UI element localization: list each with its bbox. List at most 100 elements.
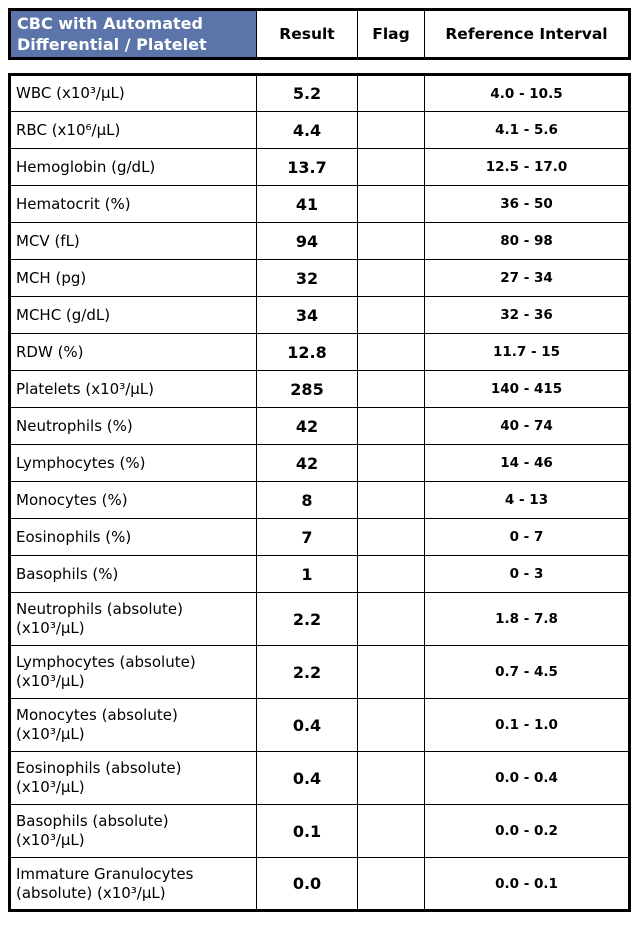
- table-row: MCHC (g/dL) 34 32 - 36: [9, 296, 630, 334]
- reference-interval-cell: 14 - 46: [424, 444, 630, 482]
- reference-interval-cell: 0.0 - 0.4: [424, 751, 630, 805]
- reference-interval-cell: 0 - 7: [424, 518, 630, 556]
- test-name-cell: RDW (%): [9, 333, 257, 371]
- result-value-cell: 0.4: [256, 698, 358, 752]
- flag-cell: [357, 259, 425, 297]
- reference-interval-cell: 0.0 - 0.2: [424, 804, 630, 858]
- table-row: Hemoglobin (g/dL) 13.7 12.5 - 17.0: [9, 148, 630, 186]
- table-row: Platelets (x10³/µL) 285 140 - 415: [9, 370, 630, 408]
- reference-interval-cell: 12.5 - 17.0: [424, 148, 630, 186]
- test-name-cell: Hematocrit (%): [9, 185, 257, 223]
- table-row: Lymphocytes (absolute) (x10³/µL) 2.2 0.7…: [9, 645, 630, 699]
- reference-interval-cell: 80 - 98: [424, 222, 630, 260]
- reference-interval-cell: 0.1 - 1.0: [424, 698, 630, 752]
- flag-cell: [357, 857, 425, 911]
- test-name-cell: WBC (x10³/µL): [9, 74, 257, 112]
- test-name-cell: Neutrophils (absolute) (x10³/µL): [9, 592, 257, 646]
- result-value-cell: 1: [256, 555, 358, 593]
- flag-cell: [357, 185, 425, 223]
- result-value-cell: 0.1: [256, 804, 358, 858]
- test-name-cell: Platelets (x10³/µL): [9, 370, 257, 408]
- table-row: Neutrophils (%) 42 40 - 74: [9, 407, 630, 445]
- test-name-cell: Neutrophils (%): [9, 407, 257, 445]
- flag-cell: [357, 370, 425, 408]
- reference-interval-cell: 27 - 34: [424, 259, 630, 297]
- test-name-cell: Eosinophils (absolute) (x10³/µL): [9, 751, 257, 805]
- test-name-cell: Immature Granulocytes (absolute) (x10³/µ…: [9, 857, 257, 911]
- flag-cell: [357, 645, 425, 699]
- flag-cell: [357, 111, 425, 149]
- table-row: Monocytes (%) 8 4 - 13: [9, 481, 630, 519]
- result-value-cell: 2.2: [256, 592, 358, 646]
- reference-interval-cell: 32 - 36: [424, 296, 630, 334]
- reference-interval-cell: 0.7 - 4.5: [424, 645, 630, 699]
- result-value-cell: 42: [256, 407, 358, 445]
- column-header-flag: Flag: [357, 9, 425, 59]
- test-name-cell: MCHC (g/dL): [9, 296, 257, 334]
- flag-cell: [357, 518, 425, 556]
- flag-cell: [357, 407, 425, 445]
- table-row: Hematocrit (%) 41 36 - 50: [9, 185, 630, 223]
- table-row: Monocytes (absolute) (x10³/µL) 0.4 0.1 -…: [9, 698, 630, 752]
- table-row: MCH (pg) 32 27 - 34: [9, 259, 630, 297]
- table-row: MCV (fL) 94 80 - 98: [9, 222, 630, 260]
- test-name-cell: MCH (pg): [9, 259, 257, 297]
- column-header-reference-interval: Reference Interval: [424, 9, 630, 59]
- table-row: RBC (x10⁶/µL) 4.4 4.1 - 5.6: [9, 111, 630, 149]
- test-name-cell: RBC (x10⁶/µL): [9, 111, 257, 149]
- table-row: Lymphocytes (%) 42 14 - 46: [9, 444, 630, 482]
- header-row: CBC with Automated Differential / Platel…: [9, 9, 630, 59]
- flag-cell: [357, 333, 425, 371]
- table-row: Neutrophils (absolute) (x10³/µL) 2.2 1.8…: [9, 592, 630, 646]
- test-name-cell: Monocytes (%): [9, 481, 257, 519]
- result-value-cell: 7: [256, 518, 358, 556]
- flag-cell: [357, 296, 425, 334]
- flag-cell: [357, 148, 425, 186]
- panel-title: CBC with Automated Differential / Platel…: [9, 9, 257, 59]
- test-name-cell: Lymphocytes (absolute) (x10³/µL): [9, 645, 257, 699]
- table-row: Basophils (absolute) (x10³/µL) 0.1 0.0 -…: [9, 804, 630, 858]
- result-value-cell: 94: [256, 222, 358, 260]
- reference-interval-cell: 4.0 - 10.5: [424, 74, 630, 112]
- result-value-cell: 42: [256, 444, 358, 482]
- test-name-cell: Basophils (%): [9, 555, 257, 593]
- reference-interval-cell: 1.8 - 7.8: [424, 592, 630, 646]
- table-row: Eosinophils (%) 7 0 - 7: [9, 518, 630, 556]
- table-row: Eosinophils (absolute) (x10³/µL) 0.4 0.0…: [9, 751, 630, 805]
- result-value-cell: 13.7: [256, 148, 358, 186]
- result-value-cell: 2.2: [256, 645, 358, 699]
- results-table-body: WBC (x10³/µL) 5.2 4.0 - 10.5 RBC (x10⁶/µ…: [9, 74, 630, 911]
- reference-interval-cell: 40 - 74: [424, 407, 630, 445]
- test-name-cell: Hemoglobin (g/dL): [9, 148, 257, 186]
- result-value-cell: 41: [256, 185, 358, 223]
- reference-interval-cell: 36 - 50: [424, 185, 630, 223]
- test-name-cell: Lymphocytes (%): [9, 444, 257, 482]
- table-row: Basophils (%) 1 0 - 3: [9, 555, 630, 593]
- column-header-result: Result: [256, 9, 358, 59]
- result-value-cell: 12.8: [256, 333, 358, 371]
- reference-interval-cell: 4.1 - 5.6: [424, 111, 630, 149]
- flag-cell: [357, 804, 425, 858]
- reference-interval-cell: 11.7 - 15: [424, 333, 630, 371]
- flag-cell: [357, 74, 425, 112]
- reference-interval-cell: 0.0 - 0.1: [424, 857, 630, 911]
- table-row: RDW (%) 12.8 11.7 - 15: [9, 333, 630, 371]
- test-name-cell: MCV (fL): [9, 222, 257, 260]
- flag-cell: [357, 698, 425, 752]
- test-name-cell: Basophils (absolute) (x10³/µL): [9, 804, 257, 858]
- reference-interval-cell: 0 - 3: [424, 555, 630, 593]
- result-value-cell: 5.2: [256, 74, 358, 112]
- result-value-cell: 34: [256, 296, 358, 334]
- test-name-cell: Eosinophils (%): [9, 518, 257, 556]
- reference-interval-cell: 4 - 13: [424, 481, 630, 519]
- flag-cell: [357, 555, 425, 593]
- flag-cell: [357, 481, 425, 519]
- result-value-cell: 32: [256, 259, 358, 297]
- cbc-results-table: WBC (x10³/µL) 5.2 4.0 - 10.5 RBC (x10⁶/µ…: [8, 73, 631, 912]
- test-name-cell: Monocytes (absolute) (x10³/µL): [9, 698, 257, 752]
- result-value-cell: 8: [256, 481, 358, 519]
- flag-cell: [357, 592, 425, 646]
- flag-cell: [357, 751, 425, 805]
- flag-cell: [357, 222, 425, 260]
